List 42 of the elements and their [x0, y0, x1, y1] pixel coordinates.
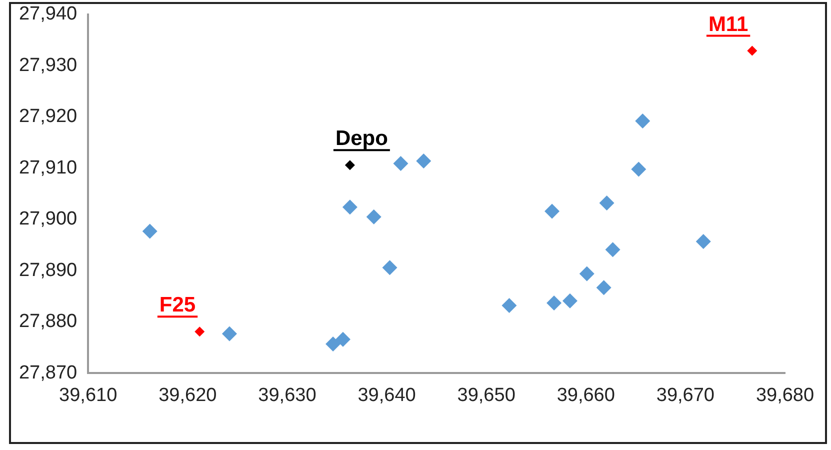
point: [631, 162, 646, 177]
point: [747, 46, 758, 56]
series-label: M11: [708, 12, 748, 36]
y-tick-label: 27,910: [18, 157, 78, 178]
point: [382, 260, 398, 276]
point: [222, 326, 237, 342]
point: [596, 280, 612, 296]
y-tick-label: 27,870: [18, 362, 78, 384]
y-tick-label: 27,920: [18, 106, 78, 128]
point: [696, 234, 711, 249]
y-tick-label: 27,930: [18, 54, 78, 76]
point: [393, 156, 408, 172]
x-tick-label: 39,650: [457, 384, 516, 406]
point: [544, 204, 560, 219]
point: [579, 266, 594, 282]
point: [342, 200, 358, 215]
x-tick-label: 39,660: [556, 384, 615, 406]
point: [326, 336, 341, 352]
x-tick-label: 39,680: [756, 384, 814, 406]
point: [416, 153, 432, 168]
point: [605, 242, 620, 258]
point: [142, 224, 158, 239]
x-tick-label: 39,630: [258, 384, 316, 406]
x-tick-label: 39,670: [656, 384, 715, 406]
point: [562, 293, 578, 308]
y-tick-label: 27,900: [18, 208, 78, 230]
point: [502, 298, 517, 314]
point: [546, 295, 562, 310]
x-tick-label: 39,640: [358, 384, 416, 406]
point: [635, 114, 650, 129]
x-tick-label: 39,610: [59, 384, 118, 406]
y-tick-label: 27,890: [18, 260, 78, 281]
point: [344, 160, 355, 170]
series-label: F25: [159, 294, 196, 317]
point: [194, 326, 205, 337]
y-tick-label: 27,940: [18, 4, 78, 25]
point: [599, 196, 614, 211]
x-tick-label: 39,620: [158, 384, 217, 406]
series-label: Depo: [335, 127, 388, 150]
point: [335, 332, 350, 347]
point: [366, 209, 382, 224]
y-tick-label: 27,880: [18, 311, 78, 332]
